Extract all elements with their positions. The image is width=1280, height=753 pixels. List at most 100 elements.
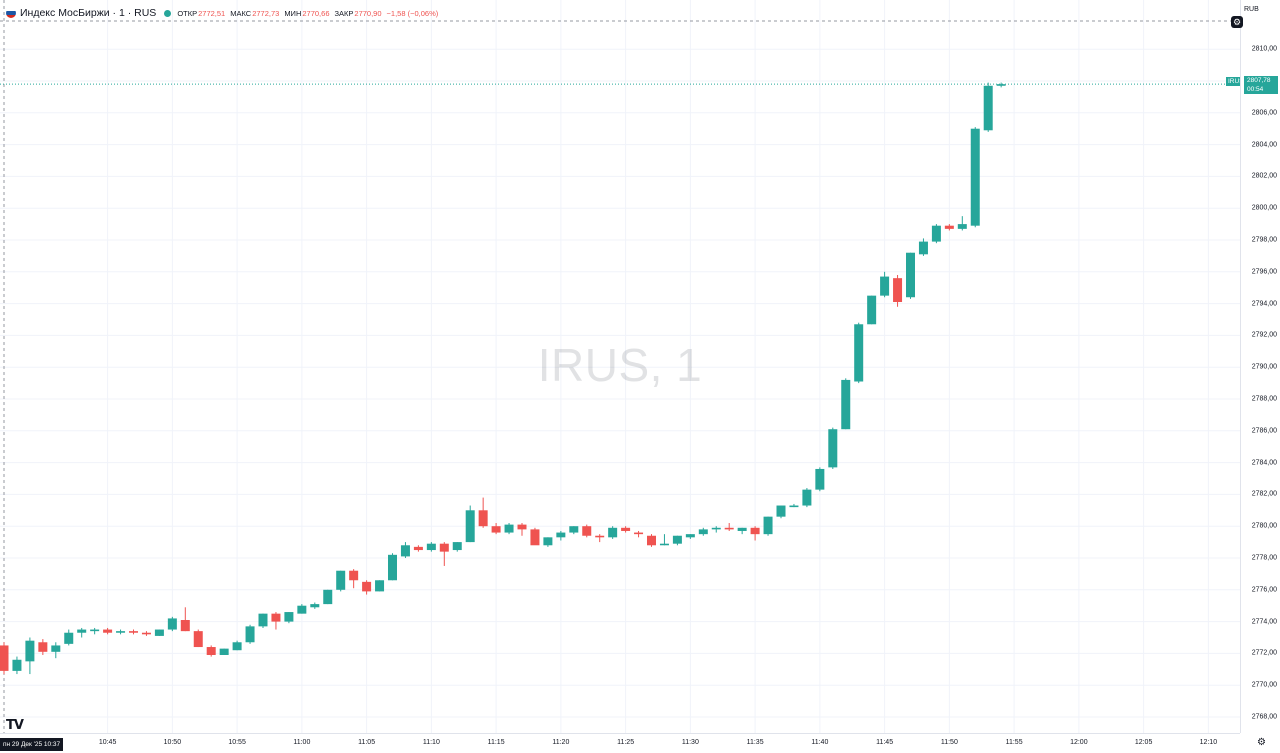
candle-body-up: [931, 225, 941, 242]
candle-body-down: [129, 631, 138, 633]
price-tick-label: 2768,00: [1251, 713, 1277, 721]
time-tick-label: 12:05: [1134, 739, 1153, 746]
candle-body-down: [647, 535, 656, 546]
candle-body-up: [776, 505, 786, 517]
candle-body-up: [400, 545, 410, 557]
price-tick-label: 2786,00: [1251, 427, 1277, 435]
price-tick-label: 2774,00: [1251, 618, 1277, 626]
candle-body-down: [38, 642, 48, 652]
time-tick-label: 12:00: [1070, 739, 1088, 746]
price-tick-label: 2796,00: [1251, 268, 1277, 276]
settings-gear-icon[interactable]: ⚙: [1257, 737, 1266, 748]
candle-body-up: [154, 629, 164, 636]
currency-label[interactable]: RUB: [1244, 6, 1259, 13]
candle-body-up: [880, 276, 890, 296]
candle-body-up: [789, 505, 799, 508]
candle-body-down: [413, 546, 423, 551]
candle-body-down: [141, 632, 151, 635]
candle-body-down: [621, 527, 631, 531]
time-tick-label: 10:45: [98, 739, 117, 746]
tradingview-logo[interactable]: TV: [6, 718, 24, 733]
candle-body-up: [698, 529, 708, 535]
time-tick-label: 11:25: [617, 739, 635, 746]
russia-flag-icon: [6, 8, 16, 18]
candle-body-up: [310, 604, 320, 608]
price-tick-label: 2776,00: [1251, 586, 1277, 594]
candle-body-up: [25, 640, 35, 662]
candle-body-down: [582, 526, 592, 536]
time-axis[interactable]: 10:45 10:50 10:55 11:00 11:05 11:10 11:15 11:20…: [0, 733, 1240, 753]
time-tick-label: 10:50: [163, 739, 182, 746]
price-tick-label: 2772,00: [1251, 649, 1277, 657]
candle-body-up: [219, 648, 229, 655]
candle-body-up: [569, 526, 579, 533]
candle-body-up: [957, 224, 967, 229]
candle-body-up: [258, 613, 268, 627]
chart-legend: Индекс МосБиржи · 1 · RUS ОТКР 2772,51 МА…: [6, 5, 443, 21]
market-status-dot-icon[interactable]: [164, 9, 172, 17]
time-tick-label: 12:10: [1199, 739, 1218, 746]
time-tick-label: 11:35: [746, 739, 764, 746]
candle-body-up: [336, 570, 346, 590]
price-tick-label: 2800,00: [1251, 204, 1277, 212]
candle-body-up: [737, 527, 747, 531]
candle-body-up: [841, 379, 851, 430]
candle-body-up: [815, 468, 825, 490]
price-tick-label: 2790,00: [1251, 363, 1277, 371]
time-tick-label: 11:00: [293, 739, 311, 746]
candle-body-up: [375, 580, 385, 592]
candle-body-up: [608, 527, 618, 538]
candle-body-up: [90, 629, 100, 632]
candle-body-up: [504, 524, 514, 533]
last-price-symbol-tag: IRUS: [1226, 77, 1240, 86]
candlestick-chart[interactable]: [0, 0, 1240, 733]
candle-body-down: [478, 510, 488, 527]
candle-body-up: [232, 642, 242, 651]
candle-body-up: [763, 516, 773, 535]
price-tick-label: 2794,00: [1251, 300, 1277, 308]
candle-body-up: [867, 295, 877, 325]
candle-body-up: [906, 252, 915, 298]
high-label: МАКС: [230, 8, 252, 18]
symbol-title[interactable]: Индекс МосБиржи · 1 · RUS: [20, 7, 157, 19]
low-value: 2770,66: [302, 8, 330, 18]
candle-body-up: [245, 626, 255, 643]
candle-body-down: [517, 524, 527, 530]
candle-body-up: [918, 241, 928, 255]
candle-body-down: [180, 620, 190, 632]
candle-body-down: [349, 570, 359, 581]
candle-body-up: [996, 84, 1006, 86]
candle-body-up: [323, 589, 333, 605]
price-tick-label: 2780,00: [1251, 522, 1277, 530]
candle-body-up: [452, 542, 462, 551]
time-tick-label: 11:55: [1005, 739, 1023, 746]
low-label: МИН: [284, 8, 302, 18]
price-axis[interactable]: 2768,00 2770,00 2772,00 2774,00 2776,00 2778,…: [1240, 0, 1280, 733]
time-tick-label: 11:40: [811, 739, 829, 746]
candle-body-down: [750, 527, 760, 535]
price-tick-label: 2798,00: [1251, 236, 1277, 244]
candle-body-down: [944, 225, 954, 229]
candle-body-up: [465, 510, 475, 543]
candle-body-up: [970, 128, 980, 226]
crosshair-date-label: пн 29 Дек '25 10:37: [0, 738, 64, 751]
candle-body-down: [491, 526, 501, 533]
candle-body-down: [595, 535, 605, 538]
candle-body-up: [51, 645, 61, 652]
candle-body-up: [426, 543, 436, 551]
candle-body-down: [193, 631, 203, 648]
close-value: 2770,90: [354, 8, 382, 18]
chart-pane[interactable]: IRUS, 1 Индекс МосБиржи · 1 · RUS ОТКР 27…: [0, 0, 1240, 733]
time-tick-label: 11:50: [940, 739, 958, 746]
candle-body-up: [854, 324, 864, 382]
candle-body-up: [167, 618, 177, 630]
gear-icon[interactable]: ⚙: [1231, 16, 1243, 28]
candle-body-down: [439, 543, 449, 552]
high-value: 2772,73: [252, 8, 280, 18]
price-tick-label: 2784,00: [1251, 459, 1277, 467]
time-tick-label: 11:05: [358, 739, 376, 746]
last-price-tag: 2807,78 00:54: [1244, 76, 1278, 94]
candle-body-up: [556, 532, 566, 538]
candle-body-up: [12, 659, 22, 671]
time-tick-label: 11:45: [876, 739, 894, 746]
